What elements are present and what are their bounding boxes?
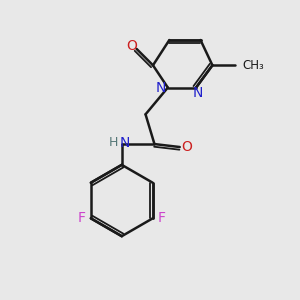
Text: N: N xyxy=(192,86,203,100)
Text: CH₃: CH₃ xyxy=(243,59,265,72)
Text: N: N xyxy=(156,81,166,94)
Text: O: O xyxy=(181,140,192,154)
Text: H: H xyxy=(109,136,118,149)
Text: N: N xyxy=(119,136,130,150)
Text: F: F xyxy=(158,212,166,225)
Text: O: O xyxy=(126,39,137,53)
Text: F: F xyxy=(78,212,86,225)
